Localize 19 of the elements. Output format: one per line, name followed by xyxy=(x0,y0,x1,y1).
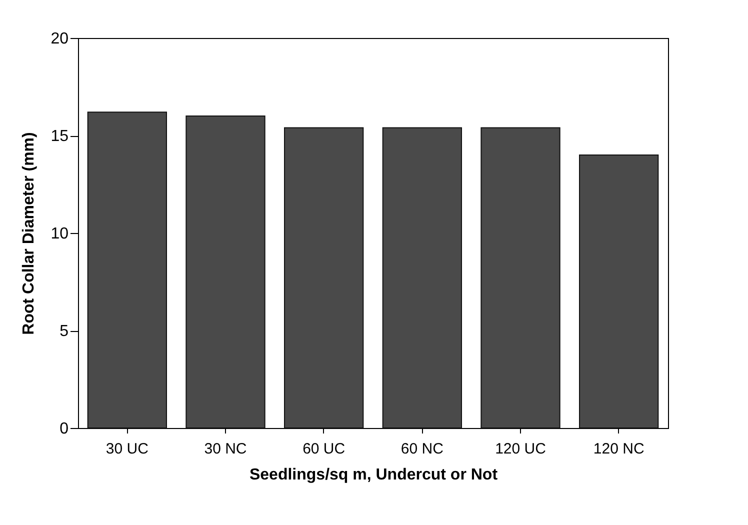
x-tick-label: 120 UC xyxy=(495,440,546,458)
x-tick-label: 30 NC xyxy=(204,440,247,458)
y-tick-label: 0 xyxy=(60,420,69,438)
x-tick-label: 120 NC xyxy=(593,440,644,458)
y-tick-label: 10 xyxy=(50,226,69,242)
y-tick-label: 15 xyxy=(50,128,69,145)
bar xyxy=(579,154,659,428)
bar xyxy=(480,127,560,428)
x-axis-title: Seedlings/sq m, Undercut or Not xyxy=(249,466,498,484)
bar xyxy=(382,127,462,428)
y-axis-title: Root Collar Diameter (mm) xyxy=(20,132,38,335)
y-tick-label: 5 xyxy=(60,323,69,340)
bar xyxy=(284,127,364,428)
x-tick-label: 60 UC xyxy=(302,440,346,458)
x-tick-label: 30 UC xyxy=(106,440,149,458)
bar xyxy=(186,116,266,428)
y-tick-label: 20 xyxy=(50,30,69,48)
x-tick-label: 60 NC xyxy=(400,440,444,458)
bar xyxy=(87,112,167,428)
